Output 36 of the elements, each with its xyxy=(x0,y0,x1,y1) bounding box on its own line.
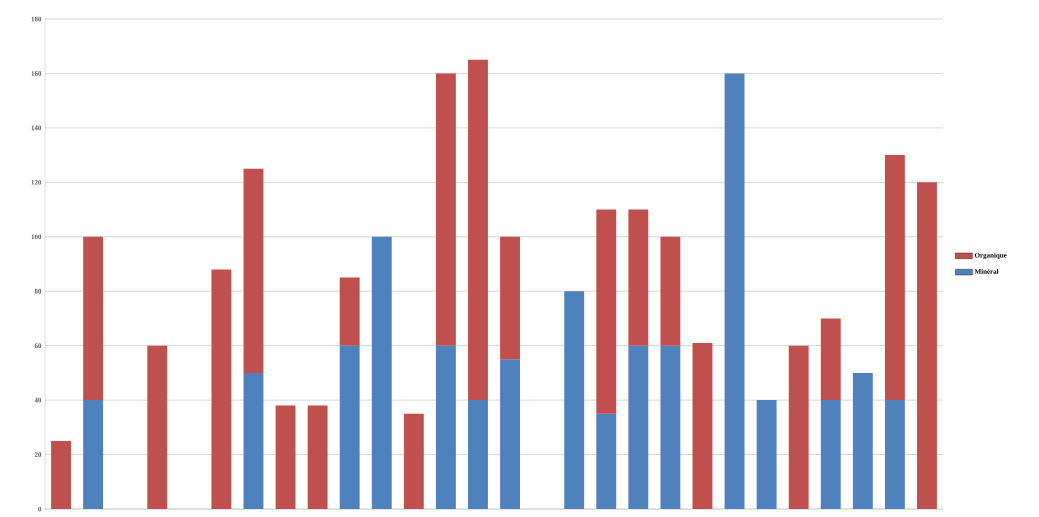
bar xyxy=(500,359,520,509)
bar xyxy=(564,291,585,509)
bar xyxy=(692,342,713,509)
bar xyxy=(243,372,264,509)
bar xyxy=(147,345,168,509)
bar xyxy=(596,413,617,509)
bar xyxy=(917,182,937,509)
bar xyxy=(403,413,424,509)
bar xyxy=(435,73,456,346)
bar xyxy=(660,345,681,509)
bar xyxy=(852,372,873,509)
bar xyxy=(596,209,617,414)
bar xyxy=(275,405,296,509)
bar xyxy=(468,400,488,509)
bar xyxy=(884,400,905,509)
bar xyxy=(83,236,104,401)
bar xyxy=(339,345,360,509)
bar xyxy=(628,345,649,509)
bar xyxy=(339,277,360,346)
bar xyxy=(468,59,488,401)
bar xyxy=(83,400,104,509)
bar xyxy=(628,209,649,346)
bar xyxy=(500,236,520,360)
bar xyxy=(724,73,745,509)
bar xyxy=(51,440,71,509)
bar xyxy=(435,345,456,509)
bar xyxy=(307,405,328,509)
bar xyxy=(756,400,777,509)
bar xyxy=(788,345,809,509)
bar xyxy=(211,269,232,509)
bar xyxy=(820,318,841,401)
bar xyxy=(243,168,264,373)
bar xyxy=(884,155,905,401)
bar xyxy=(660,236,681,346)
bar xyxy=(371,236,392,509)
bar xyxy=(820,400,841,509)
